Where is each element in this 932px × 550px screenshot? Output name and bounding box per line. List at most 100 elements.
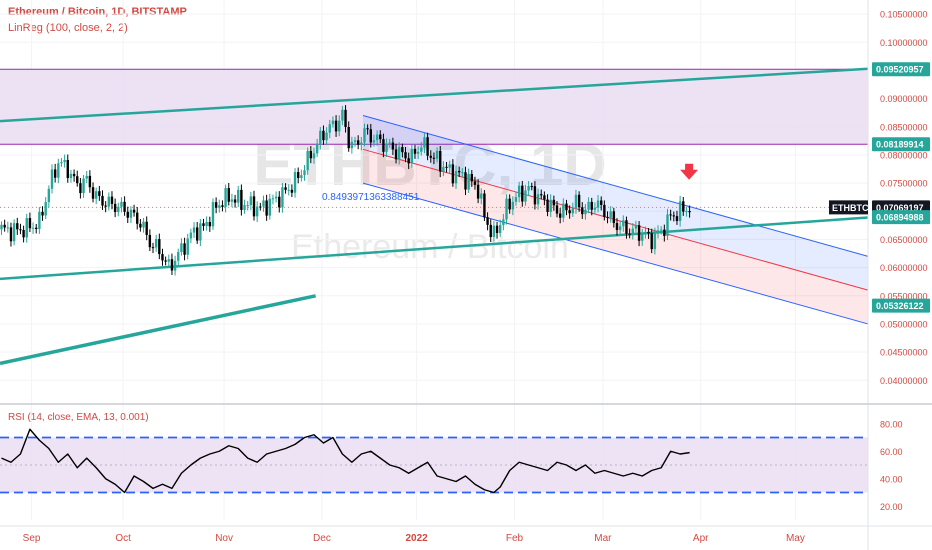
candle-body bbox=[334, 120, 338, 132]
rsi-tick-label: 80.00 bbox=[880, 419, 903, 429]
candle-body bbox=[615, 223, 619, 231]
candle-body bbox=[240, 189, 243, 210]
candle-body bbox=[296, 172, 300, 178]
candle-body bbox=[262, 200, 265, 207]
channel-lower-fill bbox=[362, 149, 868, 324]
candle-body bbox=[401, 147, 404, 153]
candle-body bbox=[6, 227, 10, 229]
candle-body bbox=[3, 224, 6, 228]
price-tick-label: 0.06000000 bbox=[880, 263, 928, 273]
candle-body bbox=[653, 233, 657, 250]
candle-body bbox=[145, 221, 148, 235]
candle-body bbox=[432, 157, 436, 159]
candle-body bbox=[167, 259, 170, 262]
rsi-band-fill bbox=[0, 437, 868, 493]
candle-body bbox=[581, 207, 584, 215]
down-arrow-icon bbox=[680, 163, 699, 180]
candle-body bbox=[85, 175, 88, 179]
candle-body bbox=[293, 172, 297, 193]
candle-body bbox=[164, 260, 167, 262]
candle-body bbox=[637, 225, 641, 241]
candle-body bbox=[568, 210, 571, 214]
candle-body bbox=[618, 226, 622, 231]
candle-body bbox=[647, 231, 650, 234]
candle-body bbox=[303, 170, 306, 176]
candle-body bbox=[252, 196, 256, 217]
candle-body bbox=[451, 164, 455, 184]
candle-body bbox=[483, 193, 486, 218]
rsi-tick-label: 60.00 bbox=[880, 447, 903, 457]
candle-body bbox=[31, 227, 35, 229]
candle-body bbox=[600, 200, 603, 205]
candle-body bbox=[552, 199, 556, 206]
candle-body bbox=[120, 201, 123, 207]
candle-body bbox=[319, 130, 322, 144]
candle-body bbox=[107, 196, 111, 207]
candle-body bbox=[322, 130, 325, 141]
candle-body bbox=[360, 142, 363, 145]
candle-body bbox=[565, 203, 568, 211]
candle-body bbox=[173, 260, 177, 271]
watermark-name: Ethereum / Bitcoin bbox=[291, 228, 569, 266]
candle-body bbox=[540, 194, 543, 196]
channel-lower-line bbox=[362, 182, 869, 325]
candle-body bbox=[259, 206, 262, 208]
ticker-tag: ETHBTC bbox=[832, 203, 869, 213]
candle-body bbox=[517, 185, 521, 198]
candle-body bbox=[363, 128, 366, 143]
candle-body bbox=[388, 142, 391, 144]
candle-body bbox=[195, 227, 199, 241]
candle-body bbox=[492, 225, 496, 238]
candle-body bbox=[641, 234, 644, 241]
candle-body bbox=[202, 223, 205, 226]
candle-body bbox=[612, 211, 616, 224]
candle-body bbox=[104, 205, 107, 207]
candle-body bbox=[590, 201, 593, 210]
candle-body bbox=[189, 232, 193, 239]
candle-body bbox=[410, 148, 414, 164]
trend-line bbox=[0, 294, 317, 366]
price-badge bbox=[872, 210, 930, 225]
candle-body bbox=[230, 199, 234, 202]
candle-body bbox=[218, 205, 221, 208]
candle-body bbox=[391, 142, 395, 150]
candle-body bbox=[177, 252, 180, 261]
candle-body bbox=[587, 201, 590, 210]
candle-body bbox=[148, 234, 152, 248]
candle-body bbox=[9, 227, 13, 242]
candle-body bbox=[675, 216, 679, 222]
candle-body bbox=[435, 150, 439, 159]
candle-body bbox=[663, 229, 666, 236]
time-tick-label: 2022 bbox=[406, 533, 429, 544]
candle-body bbox=[28, 218, 32, 229]
price-badge bbox=[872, 62, 930, 77]
candle-body bbox=[88, 175, 92, 188]
price-tick-label: 0.08500000 bbox=[880, 122, 928, 132]
candle-body bbox=[505, 198, 508, 220]
candle-body bbox=[379, 134, 382, 140]
price-tick-label: 0.04500000 bbox=[880, 348, 928, 358]
candle-body bbox=[426, 137, 429, 156]
linreg-value-label: 0.8493971363388451 bbox=[322, 192, 420, 203]
time-tick-label: Apr bbox=[693, 533, 709, 544]
candle-body bbox=[110, 196, 114, 204]
candle-body bbox=[555, 205, 559, 214]
candle-body bbox=[199, 223, 202, 241]
candle-body bbox=[372, 140, 376, 143]
price-badge bbox=[872, 137, 930, 152]
candle-body bbox=[154, 239, 158, 248]
time-tick-label: Oct bbox=[115, 533, 131, 544]
price-badge-label: 0.07069197 bbox=[876, 203, 924, 213]
candle-body bbox=[19, 229, 22, 231]
candle-body bbox=[524, 190, 527, 202]
candle-body bbox=[476, 184, 480, 199]
candle-body bbox=[44, 202, 47, 216]
candle-body bbox=[255, 206, 259, 217]
candle-body bbox=[533, 186, 537, 205]
candle-body bbox=[584, 209, 587, 215]
price-badge bbox=[872, 298, 930, 313]
price-tick-label: 0.10000000 bbox=[880, 38, 928, 48]
candle-body bbox=[502, 219, 505, 225]
candle-body bbox=[126, 211, 129, 218]
